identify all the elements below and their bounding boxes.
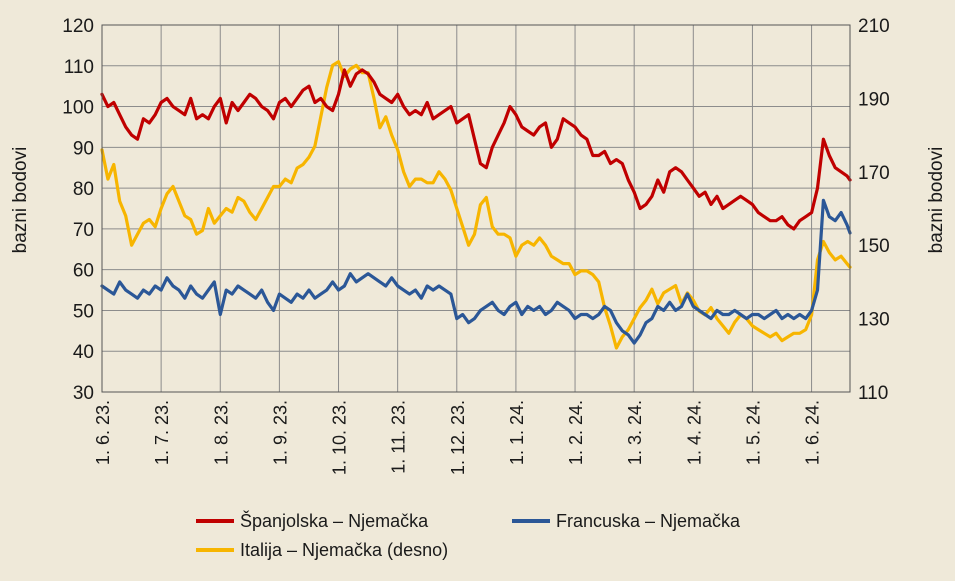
x-tick-label: 1. 5. 24. (743, 400, 763, 465)
x-tick-label: 1. 3. 24. (625, 400, 645, 465)
series-line-1 (100, 68, 852, 231)
x-tick-label: 1. 6. 24. (803, 400, 823, 465)
y-left-tick-label: 110 (64, 57, 94, 78)
x-tick-label: 1. 4. 24. (684, 400, 704, 465)
x-axis-ticks: 1. 6. 23. 1. 7. 23. 1. 8. 23. 1. 9. 23. 1. 1… (93, 400, 823, 475)
x-tick-label: 1. 1. 24. (507, 400, 527, 465)
y-left-tick-label: 120 (62, 16, 94, 37)
legend-label: Italija – Njemačka (desno) (240, 540, 448, 560)
series-line-3 (100, 60, 852, 350)
x-tick-label: 1. 2. 24. (566, 400, 586, 465)
grid (101, 24, 850, 393)
y-left-tick-label: 80 (73, 179, 94, 200)
y-right-tick-label: 210 (858, 16, 890, 37)
y-left-tick-label: 60 (73, 261, 94, 282)
plot-frame (101, 24, 851, 393)
y-left-tick-label: 30 (73, 383, 94, 404)
series-lines (100, 60, 852, 350)
y-left-tick-label: 40 (73, 342, 94, 363)
y-left-tick-label: 50 (73, 301, 94, 322)
y-right-tick-label: 150 (858, 236, 890, 257)
x-tick-label: 1. 6. 23. (93, 400, 113, 465)
legend-item: Francuska – Njemačka (512, 511, 741, 531)
x-tick-label: 1. 12. 23. (448, 400, 468, 475)
y-axis-right-title: bazni bodovi (926, 147, 947, 254)
y-axis-right-ticks: 110 130 150 170 190 210 (858, 16, 890, 404)
legend-item: Španjolska – Njemačka (196, 510, 429, 531)
x-tick-label: 1. 9. 23. (270, 400, 290, 465)
x-tick-label: 1. 10. 23. (330, 400, 350, 475)
y-right-tick-label: 190 (858, 89, 890, 110)
y-right-tick-label: 170 (858, 163, 890, 184)
legend: Španjolska – Njemačka Francuska – Njemačk… (196, 510, 741, 560)
y-right-tick-label: 130 (858, 310, 890, 331)
x-tick-label: 1. 11. 23. (389, 400, 409, 474)
series-line-2 (100, 198, 852, 345)
y-left-tick-label: 100 (62, 98, 94, 119)
y-left-tick-label: 70 (73, 220, 94, 241)
x-tick-label: 1. 8. 23. (211, 400, 231, 465)
legend-label: Francuska – Njemačka (556, 511, 741, 531)
x-tick-label: 1. 7. 23. (152, 400, 172, 465)
legend-label: Španjolska – Njemačka (240, 510, 429, 531)
y-right-tick-label: 110 (858, 383, 888, 404)
legend-item: Italija – Njemačka (desno) (196, 540, 448, 560)
y-axis-left-title: bazni bodovi (10, 147, 31, 254)
y-left-tick-label: 90 (73, 138, 94, 159)
y-axis-left-ticks: 30 40 50 60 70 80 90 100 110 120 (62, 16, 94, 404)
